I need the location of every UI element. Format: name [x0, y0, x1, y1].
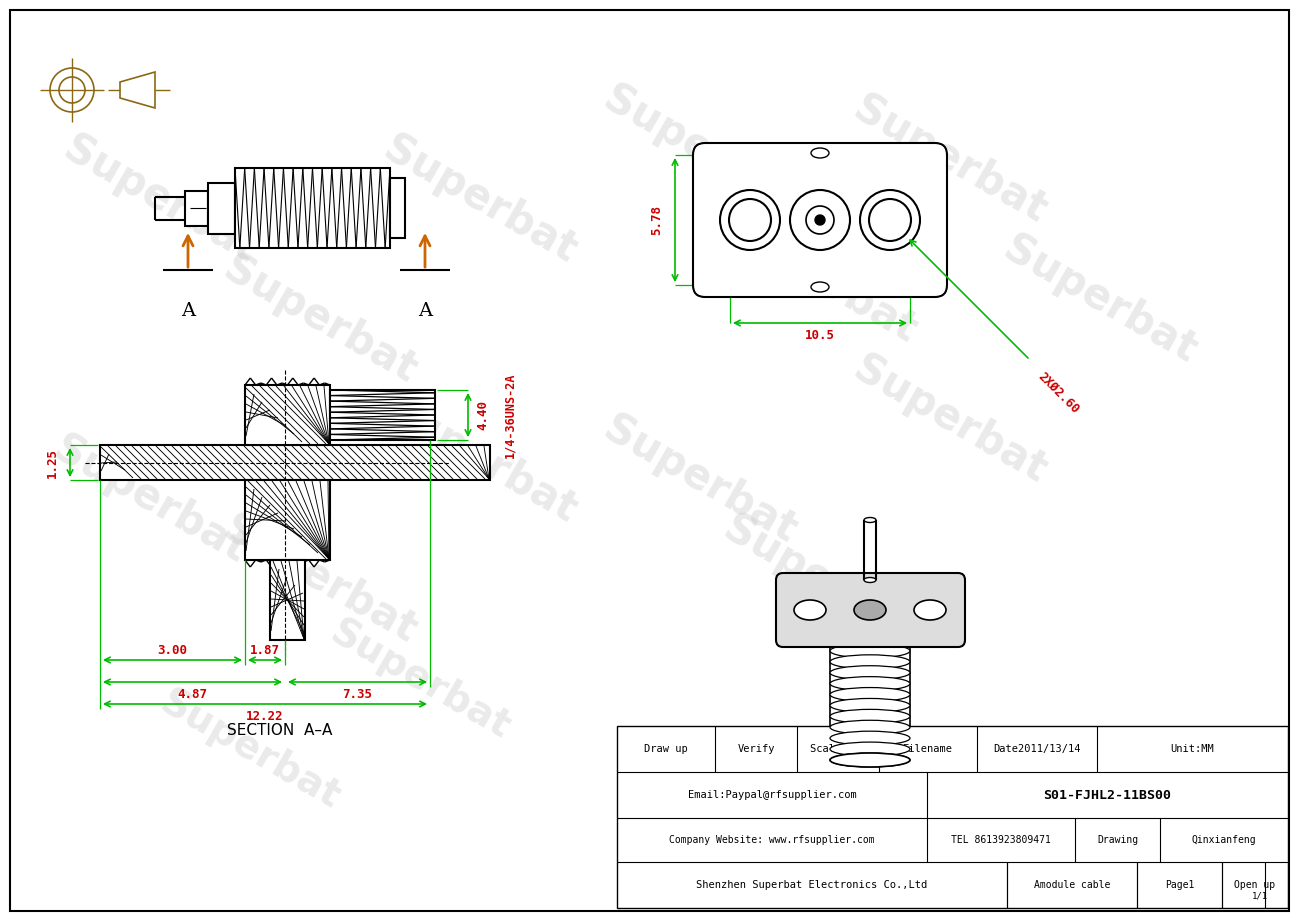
Text: Filename: Filename: [903, 744, 953, 754]
Text: Scale 1:1: Scale 1:1: [809, 744, 866, 754]
Text: Superbat: Superbat: [596, 408, 804, 553]
Text: Open up: Open up: [1234, 880, 1276, 890]
Ellipse shape: [830, 731, 911, 745]
Text: Date2011/13/14: Date2011/13/14: [994, 744, 1081, 754]
Text: TEL 8613923809471: TEL 8613923809471: [951, 835, 1051, 845]
Text: Draw up: Draw up: [644, 744, 688, 754]
Ellipse shape: [794, 600, 826, 620]
Text: Superbat: Superbat: [375, 388, 585, 532]
Text: 2XØ2.60: 2XØ2.60: [1035, 370, 1081, 416]
FancyBboxPatch shape: [776, 573, 965, 647]
Text: Shenzhen Superbat Electronics Co.,Ltd: Shenzhen Superbat Electronics Co.,Ltd: [696, 880, 927, 890]
Text: Amodule cable: Amodule cable: [1034, 880, 1111, 890]
Text: 7.35: 7.35: [343, 687, 373, 701]
Ellipse shape: [830, 698, 911, 713]
Text: Superbat: Superbat: [375, 128, 585, 273]
Text: 10.5: 10.5: [805, 329, 835, 342]
Ellipse shape: [811, 148, 829, 158]
Text: Superbat: Superbat: [716, 507, 924, 652]
Ellipse shape: [830, 644, 911, 658]
Text: Page1: Page1: [1165, 880, 1194, 890]
Text: Unit:MM: Unit:MM: [1170, 744, 1215, 754]
Bar: [100, 445, 490, 480]
Text: Verify: Verify: [738, 744, 774, 754]
Text: Company Website: www.rfsupplier.com: Company Website: www.rfsupplier.com: [669, 835, 874, 845]
Text: 1.87: 1.87: [249, 644, 281, 657]
Bar: [235, 168, 390, 248]
Ellipse shape: [830, 742, 911, 756]
Bar: [246, 480, 330, 560]
Ellipse shape: [830, 709, 911, 723]
Text: Superbat: Superbat: [216, 248, 423, 392]
Bar: [246, 385, 330, 445]
Bar: [617, 726, 1289, 908]
Ellipse shape: [830, 666, 911, 680]
Text: S01-FJHL2-11BS00: S01-FJHL2-11BS00: [1043, 788, 1172, 801]
Ellipse shape: [853, 600, 886, 620]
Circle shape: [814, 215, 825, 225]
Text: Superbat: Superbat: [323, 613, 517, 747]
Text: Superbat: Superbat: [716, 208, 924, 352]
Text: 4.87: 4.87: [178, 687, 208, 701]
Ellipse shape: [914, 600, 946, 620]
Text: Email:Paypal@rfsupplier.com: Email:Paypal@rfsupplier.com: [687, 790, 856, 800]
Bar: [184, 191, 208, 226]
Ellipse shape: [864, 518, 876, 522]
Text: Superbat: Superbat: [45, 428, 255, 572]
Circle shape: [720, 190, 779, 250]
Text: 5.78: 5.78: [651, 205, 664, 235]
Text: 4.40: 4.40: [477, 400, 490, 430]
Circle shape: [805, 206, 834, 234]
Circle shape: [869, 199, 911, 241]
Bar: [208, 183, 235, 234]
Bar: [270, 560, 305, 640]
Text: 12.22: 12.22: [247, 709, 283, 722]
Text: Superbat: Superbat: [846, 87, 1053, 232]
Circle shape: [729, 199, 772, 241]
Ellipse shape: [830, 633, 911, 647]
Ellipse shape: [830, 677, 911, 691]
Circle shape: [790, 190, 850, 250]
Text: Superbat: Superbat: [56, 128, 264, 273]
Circle shape: [860, 190, 920, 250]
FancyBboxPatch shape: [692, 143, 947, 297]
Text: Superbat: Superbat: [216, 507, 423, 652]
Text: Qinxianfeng: Qinxianfeng: [1191, 835, 1256, 845]
Text: 1.25: 1.25: [45, 448, 58, 477]
Ellipse shape: [864, 577, 876, 582]
Ellipse shape: [830, 720, 911, 734]
Text: SECTION  A–A: SECTION A–A: [227, 722, 333, 738]
Text: A: A: [181, 302, 195, 320]
Text: A: A: [418, 302, 433, 320]
Ellipse shape: [830, 753, 911, 767]
Text: 1/4-36UNS-2A: 1/4-36UNS-2A: [504, 372, 517, 458]
Text: Superbat: Superbat: [846, 348, 1053, 492]
Ellipse shape: [811, 282, 829, 292]
Text: 3.00: 3.00: [157, 644, 187, 657]
Text: Superbat: Superbat: [153, 683, 347, 817]
Bar: [330, 390, 435, 440]
Ellipse shape: [830, 753, 911, 767]
Text: 1/1: 1/1: [1252, 891, 1268, 900]
Ellipse shape: [830, 688, 911, 702]
Bar: [390, 178, 405, 238]
Ellipse shape: [830, 655, 911, 669]
Text: Drawing: Drawing: [1096, 835, 1138, 845]
Text: Superbat: Superbat: [996, 227, 1204, 372]
Text: Superbat: Superbat: [596, 77, 804, 222]
